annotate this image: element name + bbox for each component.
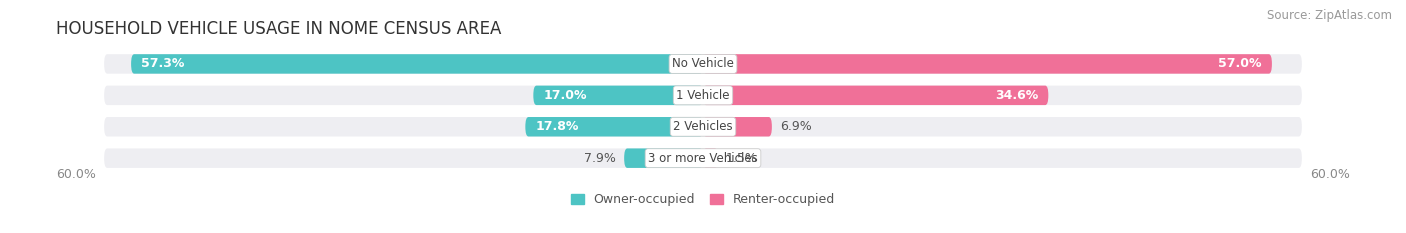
Legend: Owner-occupied, Renter-occupied: Owner-occupied, Renter-occupied [571, 193, 835, 206]
Text: 1.5%: 1.5% [725, 152, 758, 165]
FancyBboxPatch shape [131, 54, 703, 74]
FancyBboxPatch shape [533, 86, 703, 105]
Text: 7.9%: 7.9% [585, 152, 616, 165]
Text: 2 Vehicles: 2 Vehicles [673, 120, 733, 133]
Text: 6.9%: 6.9% [780, 120, 811, 133]
FancyBboxPatch shape [703, 54, 1272, 74]
Text: HOUSEHOLD VEHICLE USAGE IN NOME CENSUS AREA: HOUSEHOLD VEHICLE USAGE IN NOME CENSUS A… [56, 20, 502, 38]
FancyBboxPatch shape [526, 117, 703, 137]
FancyBboxPatch shape [624, 148, 703, 168]
FancyBboxPatch shape [104, 148, 1302, 168]
Text: 60.0%: 60.0% [1310, 168, 1350, 181]
FancyBboxPatch shape [104, 117, 1302, 137]
FancyBboxPatch shape [104, 86, 1302, 105]
Text: 34.6%: 34.6% [995, 89, 1039, 102]
FancyBboxPatch shape [703, 86, 1049, 105]
Text: 3 or more Vehicles: 3 or more Vehicles [648, 152, 758, 165]
Text: 1 Vehicle: 1 Vehicle [676, 89, 730, 102]
Text: 57.3%: 57.3% [141, 57, 184, 70]
FancyBboxPatch shape [104, 54, 1302, 74]
Text: No Vehicle: No Vehicle [672, 57, 734, 70]
FancyBboxPatch shape [703, 148, 718, 168]
Text: 60.0%: 60.0% [56, 168, 96, 181]
Text: Source: ZipAtlas.com: Source: ZipAtlas.com [1267, 9, 1392, 22]
Text: 57.0%: 57.0% [1219, 57, 1263, 70]
Text: 17.8%: 17.8% [536, 120, 579, 133]
FancyBboxPatch shape [703, 117, 772, 137]
Text: 17.0%: 17.0% [543, 89, 586, 102]
